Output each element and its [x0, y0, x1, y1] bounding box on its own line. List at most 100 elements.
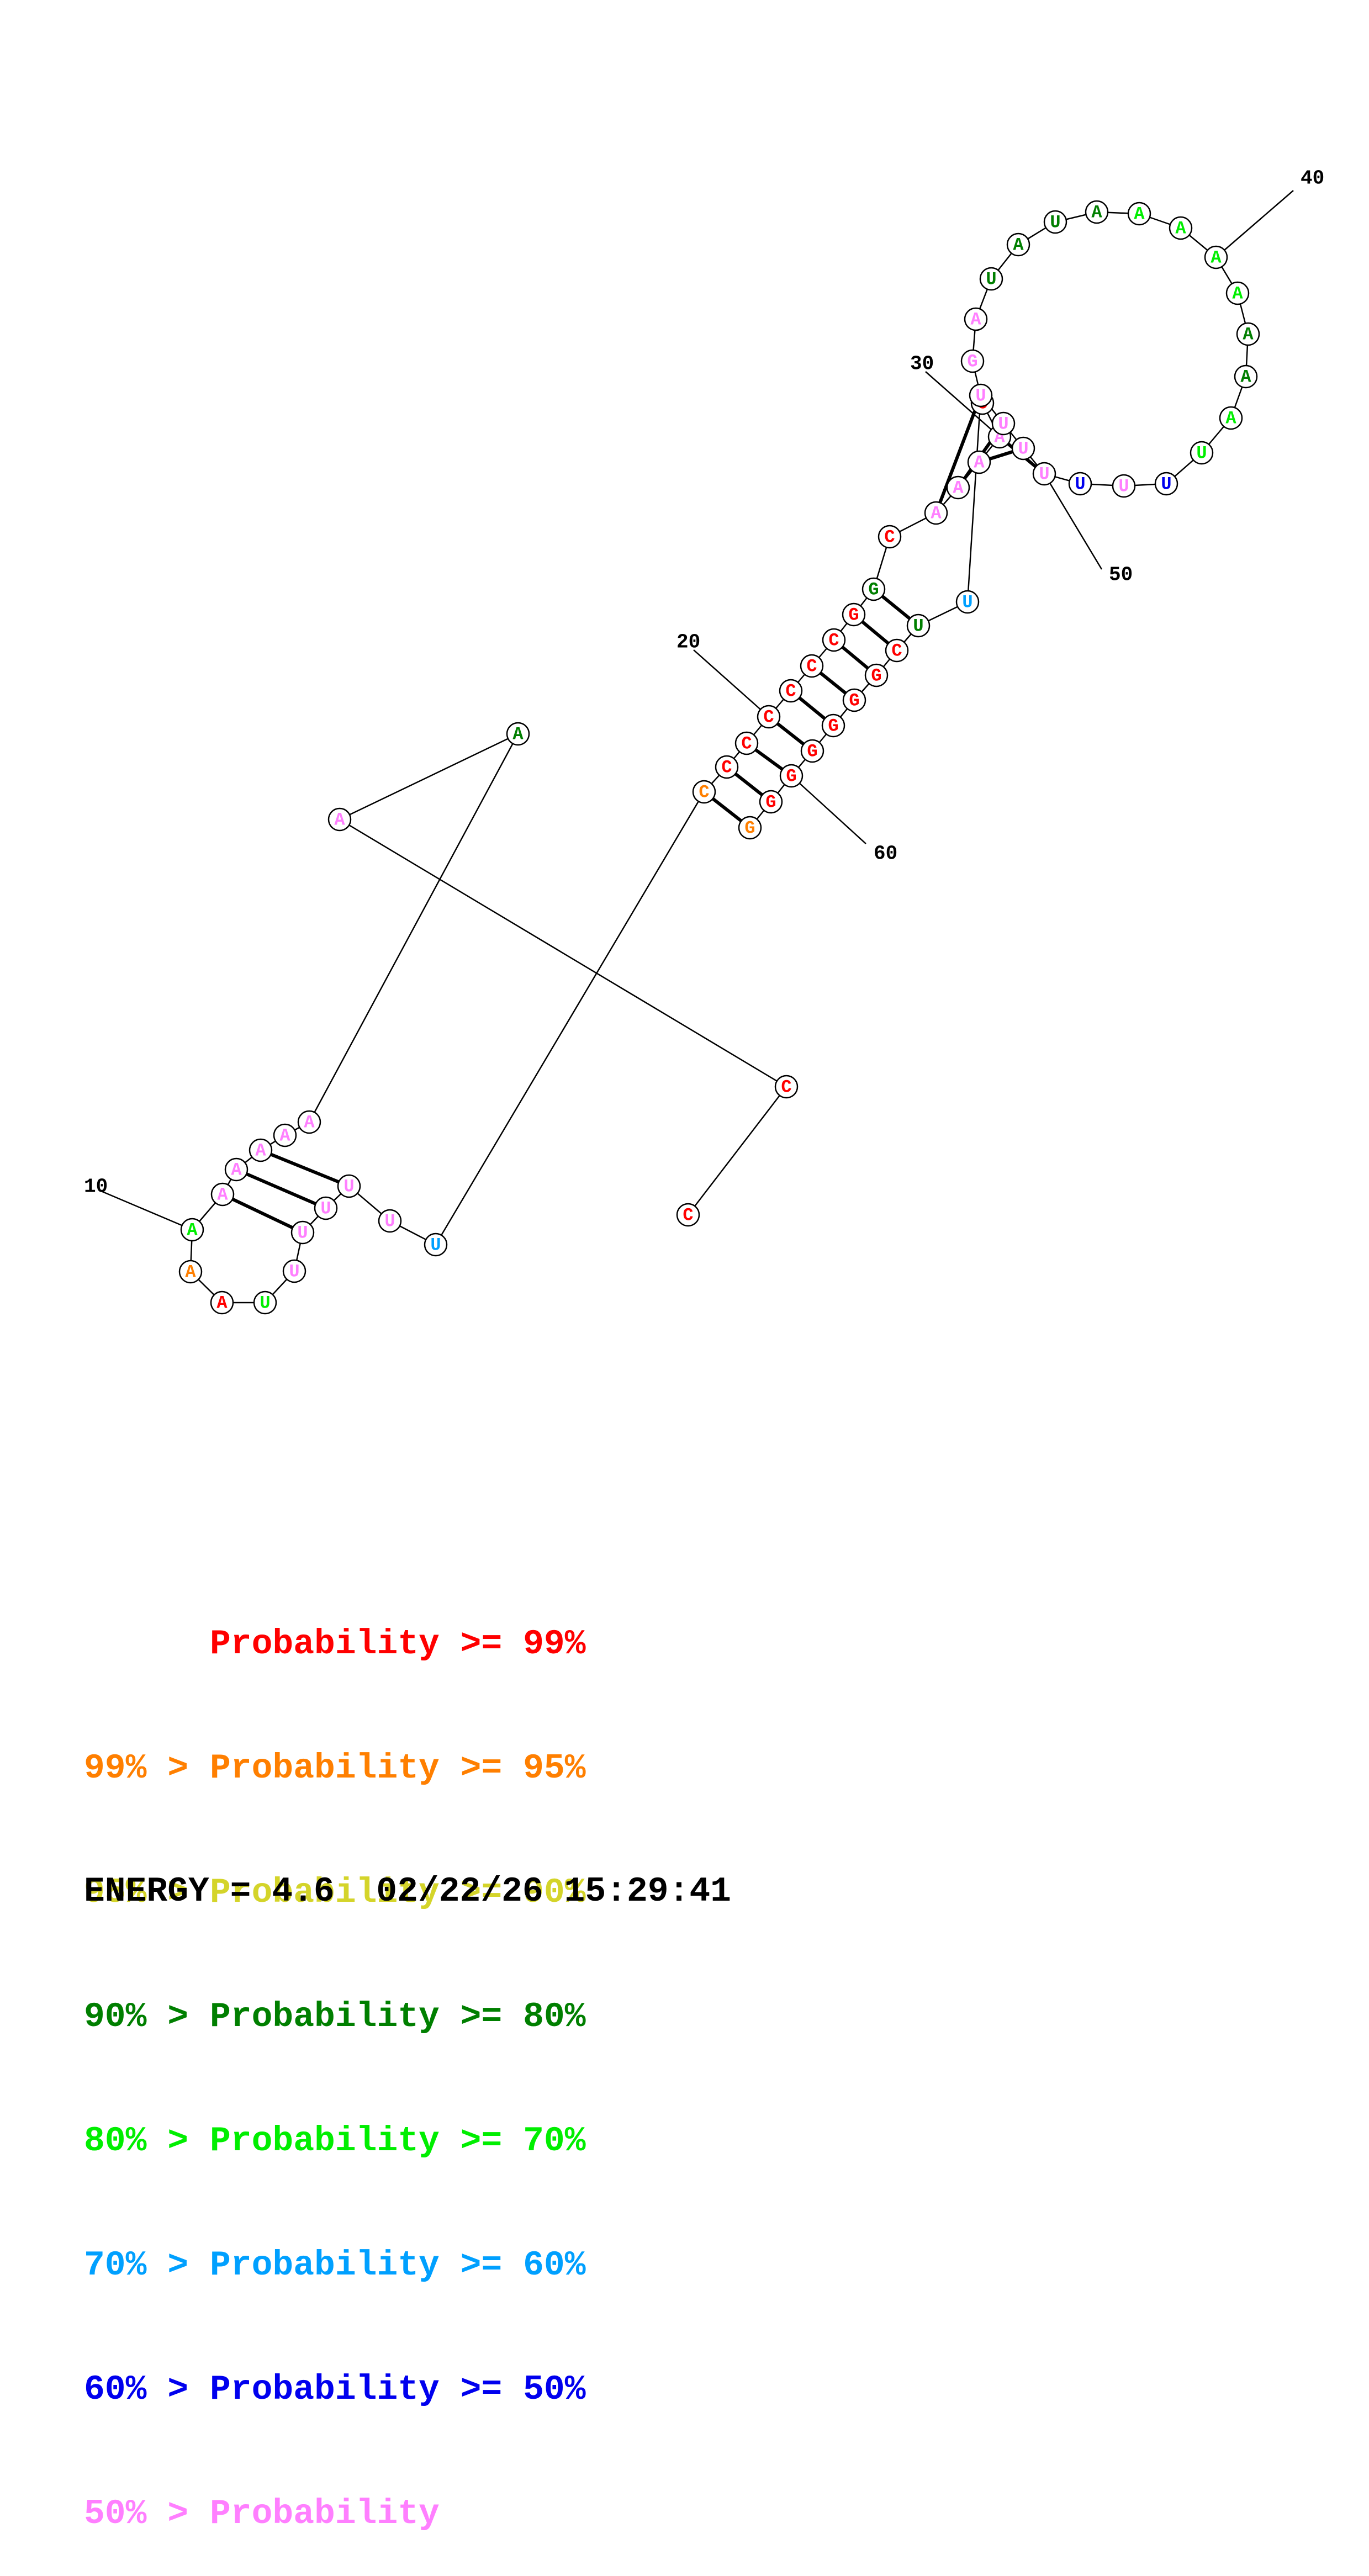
nucleotide-circle: [955, 590, 980, 614]
position-tick-line: [101, 1190, 193, 1231]
nucleotide-36: A: [964, 307, 988, 331]
nucleotide-circle: [979, 267, 1003, 291]
nucleotide-circle: [861, 577, 886, 601]
base-pair-line: [934, 394, 982, 514]
legend-entry-60: 70% > Probability >= 60%: [84, 2245, 586, 2286]
nucleotide-circle: [1068, 472, 1092, 496]
backbone-segment: [435, 791, 705, 1245]
nucleotide-circle: [378, 1209, 402, 1233]
backbone-segment: [966, 395, 982, 602]
nucleotide-letter: G: [744, 818, 755, 838]
nucleotide-circle: [1085, 200, 1109, 224]
position-tick-line: [1215, 190, 1294, 258]
nucleotide-letter: G: [786, 766, 796, 786]
nucleotide-letter: C: [741, 733, 752, 754]
nucleotide-circle: [885, 638, 909, 663]
nucleotide-letter: U: [430, 1235, 441, 1255]
nucleotide-30: A: [924, 501, 948, 525]
nucleotide-letter: U: [962, 592, 972, 612]
nucleotide-letter: G: [868, 579, 879, 600]
nucleotide-19: U: [424, 1233, 448, 1257]
legend-entry-below-50: 50% > Probability: [84, 2493, 586, 2535]
nucleotide-circle: [676, 1203, 700, 1227]
nucleotide-circle: [249, 1138, 273, 1162]
nucleotide-letter: U: [998, 414, 1008, 434]
nucleotide-letter: A: [216, 1293, 228, 1313]
nucleotide-57: U: [906, 613, 931, 638]
legend-prefix: 50% >: [84, 2494, 209, 2533]
nucleotide-28: G: [861, 577, 886, 601]
nucleotide-16: U: [314, 1196, 338, 1220]
nucleotide-circle: [1190, 441, 1214, 465]
nucleotide-circle: [210, 1182, 235, 1207]
nucleotide-46: A: [1234, 364, 1258, 389]
nucleotide-letter: C: [683, 1205, 693, 1225]
nucleotide-circle: [273, 1123, 297, 1147]
nucleotide-55: U: [969, 383, 993, 408]
nucleotide-44: A: [1225, 281, 1250, 305]
nucleotide-29: C: [878, 525, 902, 549]
nucleotide-circle: [1127, 202, 1151, 226]
nucleotide-letter: U: [1039, 464, 1049, 484]
nucleotide-61: G: [821, 713, 845, 738]
nucleotide-circle: [1219, 406, 1243, 430]
nucleotide-letter: C: [806, 656, 817, 676]
nucleotide-letter: A: [255, 1140, 266, 1161]
nucleotide-circle: [842, 688, 866, 712]
nucleotide-letter: A: [1211, 247, 1222, 268]
nucleotide-letter: C: [699, 782, 709, 802]
nucleotide-circle: [946, 475, 970, 500]
nucleotide-circle: [842, 602, 866, 627]
legend-prefix: 99% >: [84, 1749, 209, 1788]
nucleotide-circle: [969, 383, 993, 408]
nucleotide-letter: U: [1118, 476, 1129, 496]
nucleotide-42: A: [1169, 216, 1193, 240]
nucleotide-circle: [1043, 210, 1067, 234]
nucleotide-letter: G: [967, 351, 977, 372]
nucleotide-circle: [1236, 322, 1260, 346]
position-number-30: 30: [910, 353, 934, 375]
nucleotide-26: C: [822, 628, 846, 652]
nucleotide-15: U: [290, 1220, 315, 1245]
backbone-lines: [189, 211, 1249, 1304]
nucleotide-circle: [337, 1174, 361, 1198]
nucleotide-letter: A: [512, 724, 524, 744]
nucleotide-25: C: [800, 654, 824, 678]
nucleotide-letter: A: [1091, 202, 1102, 223]
nucleotide-nodes: CCAAAAAAAAAAUUUUUUUCCCCCCCGGCAAAACGAUAUA…: [178, 200, 1260, 1315]
nucleotide-circle: [1032, 462, 1056, 486]
nucleotide-circle: [738, 816, 762, 840]
legend-prefix: 70% >: [84, 2246, 209, 2285]
nucleotide-circle: [779, 679, 803, 703]
nucleotide-letter: G: [765, 792, 776, 812]
nucleotide-circle: [692, 780, 716, 804]
nucleotide-18: U: [378, 1209, 402, 1233]
nucleotide-letter: U: [975, 385, 986, 406]
nucleotide-letter: A: [974, 452, 985, 473]
nucleotide-39: U: [1043, 210, 1067, 234]
legend-prefix: 95% >: [84, 1873, 209, 1912]
nucleotide-8: A: [224, 1157, 249, 1182]
nucleotide-letter: A: [231, 1160, 242, 1180]
nucleotide-circle: [864, 663, 889, 687]
nucleotide-51: U: [1068, 472, 1092, 496]
nucleotide-letter: C: [828, 630, 839, 650]
legend-label: Probability >= 50%: [210, 2370, 586, 2409]
nucleotide-letter: A: [217, 1184, 228, 1205]
legend-label: Probability >= 99%: [210, 1625, 586, 1664]
nucleotide-circle: [210, 1290, 234, 1315]
nucleotide-24: C: [779, 679, 803, 703]
position-number-20: 20: [676, 631, 700, 654]
nucleotide-letter: U: [986, 269, 996, 289]
nucleotide-letter: A: [1243, 324, 1254, 345]
nucleotide-27: G: [842, 602, 866, 627]
nucleotide-54: U: [991, 411, 1016, 436]
nucleotide-letter: U: [1075, 474, 1085, 494]
nucleotide-letter: U: [1161, 474, 1171, 494]
nucleotide-64: G: [759, 790, 783, 814]
legend-entry-80: 90% > Probability >= 80%: [84, 1996, 586, 2038]
nucleotide-60: G: [842, 688, 866, 712]
nucleotide-32: A: [967, 450, 991, 474]
nucleotide-circle: [180, 1218, 204, 1242]
nucleotide-letter: A: [304, 1112, 315, 1133]
